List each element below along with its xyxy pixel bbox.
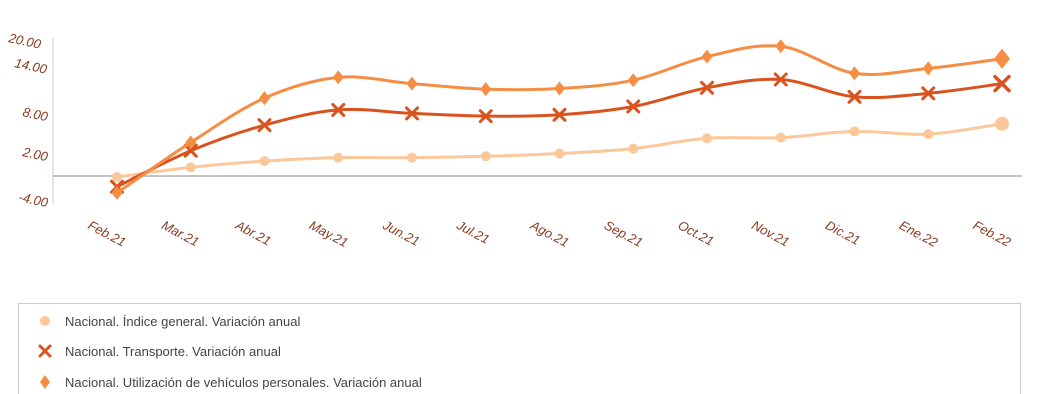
x-tick-label: Oct.21	[676, 217, 717, 248]
data-point[interactable]	[259, 91, 270, 106]
data-point[interactable]	[480, 151, 491, 162]
series-2	[110, 72, 1011, 194]
data-point[interactable]	[257, 118, 272, 133]
data-point[interactable]	[332, 70, 344, 85]
data-point[interactable]	[407, 152, 417, 163]
x-tick-label: Mar.21	[159, 217, 201, 249]
data-point[interactable]	[921, 86, 936, 101]
data-point[interactable]	[994, 48, 1010, 69]
legend: Nacional. Índice general. Variación anua…	[18, 303, 1021, 394]
data-point[interactable]	[700, 80, 714, 95]
data-point[interactable]	[259, 156, 270, 167]
x-tick-label: May.21	[307, 217, 351, 250]
data-point[interactable]	[478, 109, 493, 124]
data-point[interactable]	[993, 74, 1011, 93]
x-tick-label: Ago.21	[527, 217, 571, 250]
x-marker-icon	[38, 344, 52, 358]
legend-label: Nacional. Índice general. Variación anua…	[65, 313, 301, 329]
x-axis-labels: Feb.21 Mar.21 Abr.21 May.21 Jun.21 Jul.21 Ago.…	[86, 217, 1014, 250]
y-tick-label: 2.00	[20, 144, 50, 164]
data-point[interactable]	[552, 107, 567, 122]
data-point[interactable]	[628, 143, 639, 154]
data-point[interactable]	[480, 82, 492, 97]
series-1	[112, 116, 1009, 183]
x-tick-label: Feb.21	[86, 217, 129, 249]
x-tick-label: Abr.21	[232, 217, 273, 248]
data-point[interactable]	[773, 72, 788, 87]
x-tick-label: Sep.21	[602, 217, 645, 250]
data-point[interactable]	[554, 81, 565, 96]
y-tick-label: 20.00	[6, 30, 43, 52]
data-point[interactable]	[406, 76, 418, 91]
data-point[interactable]	[626, 99, 641, 114]
data-point[interactable]	[701, 49, 713, 64]
data-point[interactable]	[849, 66, 860, 81]
x-tick-label: Dic.21	[823, 217, 863, 248]
x-tick-label: Nov.21	[749, 217, 792, 249]
data-point[interactable]	[185, 135, 197, 150]
x-tick-label: Feb.22	[971, 217, 1014, 250]
data-point[interactable]	[331, 102, 346, 117]
y-tick-label: -4.00	[17, 189, 50, 210]
data-point[interactable]	[112, 172, 122, 183]
diamond-marker-icon	[40, 375, 50, 389]
line-chart: 20.00 14.00 8.00 2.00 -4.00 Feb.21 Mar.21…	[6, 30, 1022, 250]
data-point[interactable]	[111, 185, 123, 200]
data-point[interactable]	[627, 73, 639, 88]
data-point[interactable]	[405, 106, 419, 121]
data-point[interactable]	[847, 89, 862, 104]
x-tick-label: Jun.21	[380, 217, 422, 249]
data-point[interactable]	[183, 143, 198, 158]
data-point[interactable]	[922, 61, 934, 76]
data-point[interactable]	[775, 39, 787, 54]
legend-label: Nacional. Transporte. Variación anual	[65, 343, 281, 359]
x-tick-label: Jul.21	[453, 217, 492, 247]
data-point[interactable]	[333, 152, 344, 163]
data-point[interactable]	[849, 126, 860, 137]
y-axis-labels: 20.00 14.00 8.00 2.00 -4.00	[6, 30, 50, 210]
legend-item-vehiculos-personales[interactable]: Nacional. Utilización de vehículos perso…	[37, 373, 422, 391]
series-3	[111, 39, 1010, 200]
data-point[interactable]	[995, 116, 1009, 131]
data-point[interactable]	[702, 133, 712, 144]
data-point[interactable]	[554, 148, 565, 159]
legend-label: Nacional. Utilización de vehículos perso…	[65, 374, 422, 390]
data-point[interactable]	[185, 162, 196, 173]
data-point[interactable]	[775, 132, 786, 143]
series-layer	[110, 39, 1011, 200]
y-tick-label: 8.00	[21, 104, 50, 124]
legend-item-indice-general[interactable]: Nacional. Índice general. Variación anua…	[37, 312, 300, 330]
legend-item-transporte[interactable]: Nacional. Transporte. Variación anual	[37, 342, 281, 360]
circle-marker-icon	[40, 316, 50, 326]
data-point[interactable]	[923, 129, 934, 140]
series-line	[116, 44, 1003, 195]
y-tick-label: 14.00	[13, 55, 49, 77]
x-tick-label: Ene.22	[897, 217, 941, 250]
